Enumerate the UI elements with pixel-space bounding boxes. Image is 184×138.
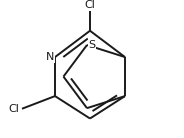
Text: Cl: Cl [85,0,95,10]
Text: N: N [46,52,54,62]
Text: Cl: Cl [9,104,20,114]
Text: S: S [88,40,95,50]
